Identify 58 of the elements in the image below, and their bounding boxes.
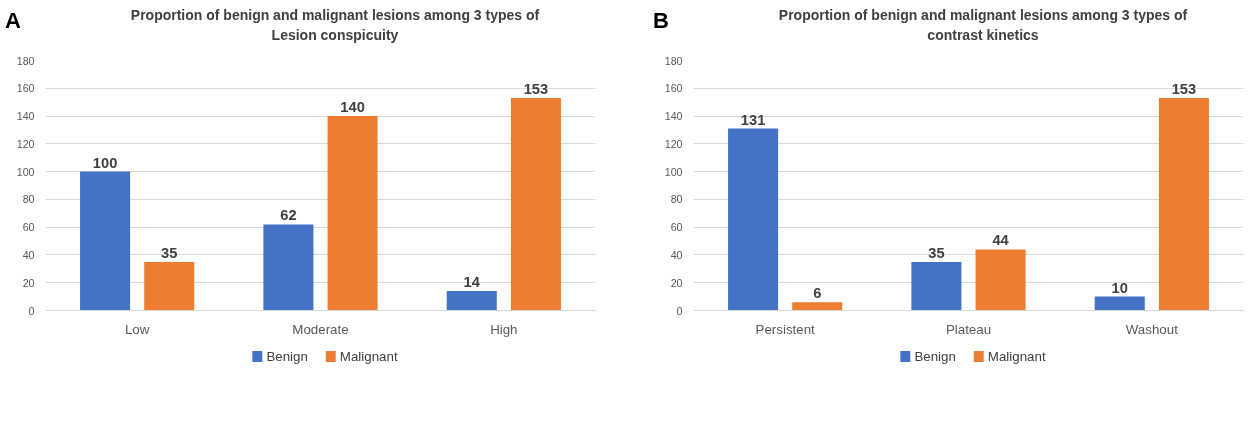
legend-label: Malignant [987,349,1046,364]
y-tick-label: 20 [22,276,35,289]
bar [144,261,195,311]
bar [510,98,561,311]
data-label: 153 [1171,81,1197,97]
chart-title: Proportion of benign and malignant lesions among 3 types of contrast kinetics [778,6,1188,45]
data-label: 44 [992,232,1010,249]
x-tick-label: Moderate [292,321,349,337]
y-tick-label: 140 [664,110,683,123]
data-label: 153 [523,81,549,97]
text: A [5,7,21,35]
y-tick-label: 80 [22,193,35,206]
y-tick-label: 180 [664,54,683,67]
bar [792,302,843,311]
x-tick-label: Persistent [755,321,816,337]
bar [80,171,131,311]
y-tick-label: 180 [16,54,35,67]
y-tick-label: 40 [670,248,683,261]
y-tick-label: 160 [664,82,683,95]
y-tick-label: 120 [16,137,35,150]
legend-label: Benign [914,349,956,364]
y-tick-label: 100 [664,165,683,178]
legend-label: Malignant [339,349,398,364]
y-tick-label: 60 [22,221,35,234]
y-tick-label: 60 [670,221,683,234]
x-tick-label: Low [124,321,150,337]
y-tick-label: 160 [16,82,35,95]
x-tick-label: Plateau [945,321,992,337]
x-tick-label: Washout [1125,321,1179,337]
data-label: 35 [928,244,945,261]
legend-label: Benign [266,349,308,364]
text: B [653,7,669,35]
bar [728,128,779,311]
y-tick-label: 0 [676,304,683,317]
data-label: 10 [1111,279,1128,296]
y-tick-label: 0 [28,304,35,317]
x-tick-label: High [490,321,518,337]
y-tick-label: 80 [670,193,683,206]
chart-title: Proportion of benign and malignant lesions among 3 types of Lesion conspicuity [130,6,540,45]
y-tick-label: 140 [16,110,35,123]
y-tick-label: 100 [16,165,35,178]
bar [911,261,962,311]
data-label: 6 [813,285,822,302]
y-tick-label: 120 [664,137,683,150]
y-tick-label: 40 [22,248,35,261]
data-label: 14 [463,274,481,291]
data-label: 62 [280,207,297,224]
bar [975,249,1026,311]
y-tick-label: 20 [670,276,683,289]
data-label: 100 [92,154,118,171]
bar [446,291,497,311]
bar [263,224,314,311]
bar [1094,296,1145,311]
data-label: 140 [340,99,365,116]
data-label: 131 [740,111,766,128]
bar [1158,98,1209,311]
data-label: 35 [161,244,178,261]
bar [327,116,378,311]
